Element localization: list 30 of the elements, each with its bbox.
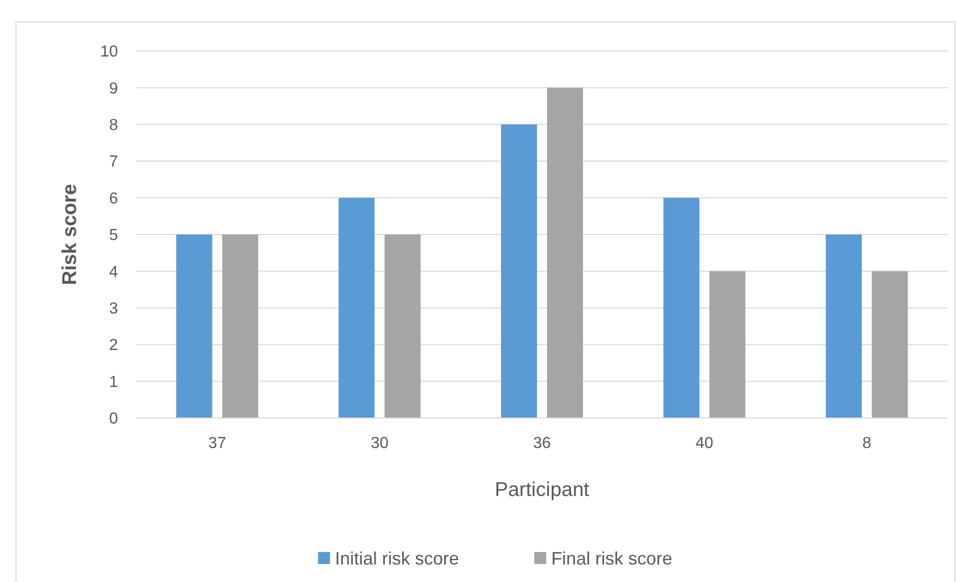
y-tick-label: 6: [109, 190, 118, 208]
y-tick-label: 1: [109, 374, 118, 391]
x-axis-title: Participant: [494, 479, 590, 501]
y-tick-label: 4: [109, 264, 118, 281]
y-tick-label: 5: [109, 227, 118, 244]
y-tick-label: 9: [109, 80, 118, 98]
bar: [872, 271, 908, 418]
x-tick-label: 30: [370, 435, 389, 452]
bar: [176, 234, 212, 418]
y-tick-label: 8: [109, 117, 118, 134]
y-tick-label: 0: [109, 410, 118, 428]
y-axis-title: Risk score: [59, 184, 81, 286]
legend-label: Initial risk score: [335, 548, 460, 568]
bar: [547, 88, 583, 418]
x-tick-label: 36: [533, 435, 551, 452]
bar: [826, 234, 862, 418]
x-tick-label: 40: [696, 435, 714, 452]
bar: [709, 271, 746, 418]
x-tick-label: 37: [208, 435, 226, 452]
y-tick-label: 7: [109, 154, 118, 171]
bar: [222, 234, 258, 418]
bar: [338, 198, 375, 418]
y-tick-label: 2: [109, 337, 118, 354]
bar: [501, 124, 537, 418]
legend-label: Final risk score: [551, 548, 672, 568]
y-tick-label: 10: [100, 44, 118, 61]
y-tick-label: 3: [109, 300, 118, 318]
x-tick-label: 8: [862, 435, 872, 452]
bar: [663, 198, 700, 418]
bar: [384, 234, 421, 418]
